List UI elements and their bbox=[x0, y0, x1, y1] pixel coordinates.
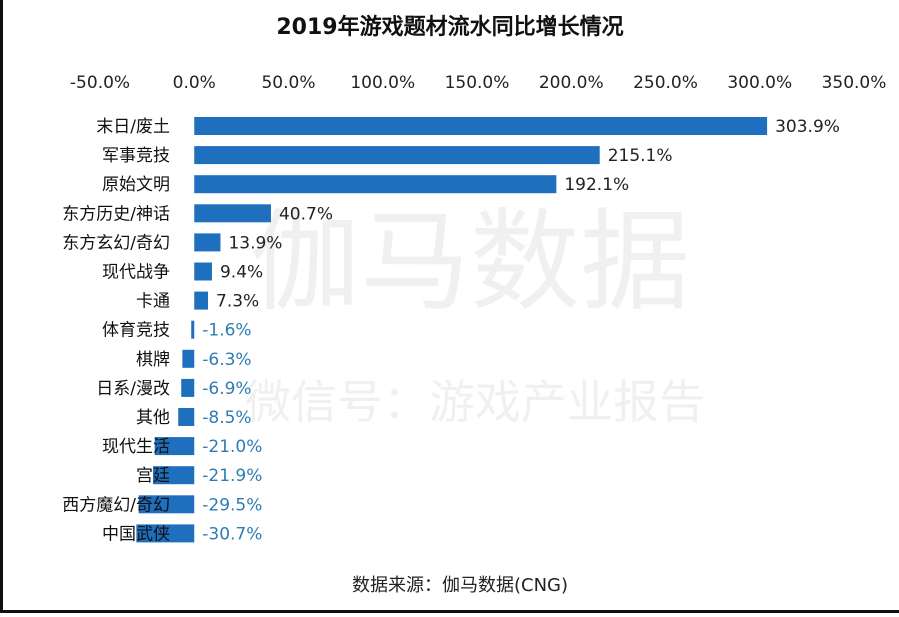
x-tick-label: 250.0% bbox=[633, 73, 698, 93]
value-label: 13.9% bbox=[228, 233, 282, 253]
category-label: 棋牌 bbox=[136, 350, 170, 370]
x-axis-ticks: -50.0% 0.0% 50.0% 100.0% 150.0% 200.0% 250.0% 3… bbox=[70, 73, 886, 93]
frame-bottom-border bbox=[0, 610, 899, 613]
category-label: 原始文明 bbox=[102, 175, 170, 195]
bar bbox=[138, 495, 195, 514]
value-label: 215.1% bbox=[608, 146, 673, 166]
value-label: -30.7% bbox=[202, 524, 262, 544]
bar bbox=[154, 437, 195, 456]
category-label: 东方玄幻/奇幻 bbox=[62, 233, 170, 253]
bar bbox=[194, 291, 209, 310]
category-label: 现代生活 bbox=[102, 437, 170, 457]
chart-title: 2019年游戏题材流水同比增长情况 bbox=[276, 14, 623, 40]
value-label: 7.3% bbox=[216, 292, 259, 312]
category-label: 宫廷 bbox=[136, 466, 170, 486]
value-label: 192.1% bbox=[564, 175, 629, 195]
value-label: -1.6% bbox=[202, 321, 251, 341]
value-labels: 303.9% 215.1% 192.1% 40.7% 13.9% 9.4% 7.3% -1.6… bbox=[202, 117, 840, 544]
x-tick-label: 350.0% bbox=[822, 73, 887, 93]
bar bbox=[194, 233, 221, 252]
watermark-sub: 微信号：游戏产业报告 bbox=[245, 375, 705, 429]
category-label: 西方魔幻/奇幻 bbox=[62, 495, 170, 515]
bars bbox=[136, 117, 768, 543]
category-label: 中国武侠 bbox=[102, 524, 170, 544]
bar bbox=[194, 262, 212, 281]
category-label: 卡通 bbox=[136, 292, 170, 312]
x-tick-label: 300.0% bbox=[727, 73, 792, 93]
value-label: -21.9% bbox=[202, 466, 262, 486]
category-label: 军事竞技 bbox=[102, 146, 170, 166]
bar bbox=[178, 408, 195, 426]
value-label: -29.5% bbox=[202, 495, 262, 515]
category-label: 东方历史/神话 bbox=[62, 204, 170, 224]
x-tick-label: -50.0% bbox=[70, 73, 130, 93]
value-label: -6.9% bbox=[202, 379, 251, 399]
x-tick-label: 50.0% bbox=[261, 73, 315, 93]
value-label: 303.9% bbox=[775, 117, 840, 137]
bar bbox=[181, 378, 195, 397]
category-label: 其他 bbox=[136, 408, 170, 428]
x-tick-label: 150.0% bbox=[445, 73, 510, 93]
value-label: 9.4% bbox=[220, 263, 263, 283]
source-note: 数据来源：伽马数据(CNG) bbox=[352, 575, 568, 596]
value-label: -21.0% bbox=[202, 437, 262, 457]
x-tick-label: 100.0% bbox=[350, 73, 415, 93]
bar bbox=[136, 524, 195, 543]
bar bbox=[194, 175, 557, 194]
category-label: 现代战争 bbox=[102, 263, 170, 283]
category-labels: 末日/废土军事竞技原始文明东方历史/神话东方玄幻/奇幻现代战争卡通体育竞技棋牌日… bbox=[62, 117, 170, 544]
frame-left-border bbox=[0, 0, 3, 613]
bar bbox=[194, 204, 271, 223]
watermark-main: 伽马数据 bbox=[250, 198, 690, 326]
category-label: 日系/漫改 bbox=[96, 379, 170, 399]
watermark: 伽马数据 微信号：游戏产业报告 bbox=[245, 198, 705, 429]
value-label: -8.5% bbox=[202, 408, 251, 428]
x-tick-label: 200.0% bbox=[539, 73, 604, 93]
value-label: -6.3% bbox=[202, 350, 251, 370]
bar bbox=[194, 146, 600, 165]
bar bbox=[191, 320, 195, 339]
bar bbox=[152, 466, 195, 485]
bar bbox=[182, 349, 195, 368]
category-label: 体育竞技 bbox=[102, 321, 170, 341]
value-label: 40.7% bbox=[279, 204, 333, 224]
category-label: 末日/废土 bbox=[96, 117, 170, 137]
x-tick-label: 0.0% bbox=[173, 73, 216, 93]
bar bbox=[194, 117, 768, 135]
